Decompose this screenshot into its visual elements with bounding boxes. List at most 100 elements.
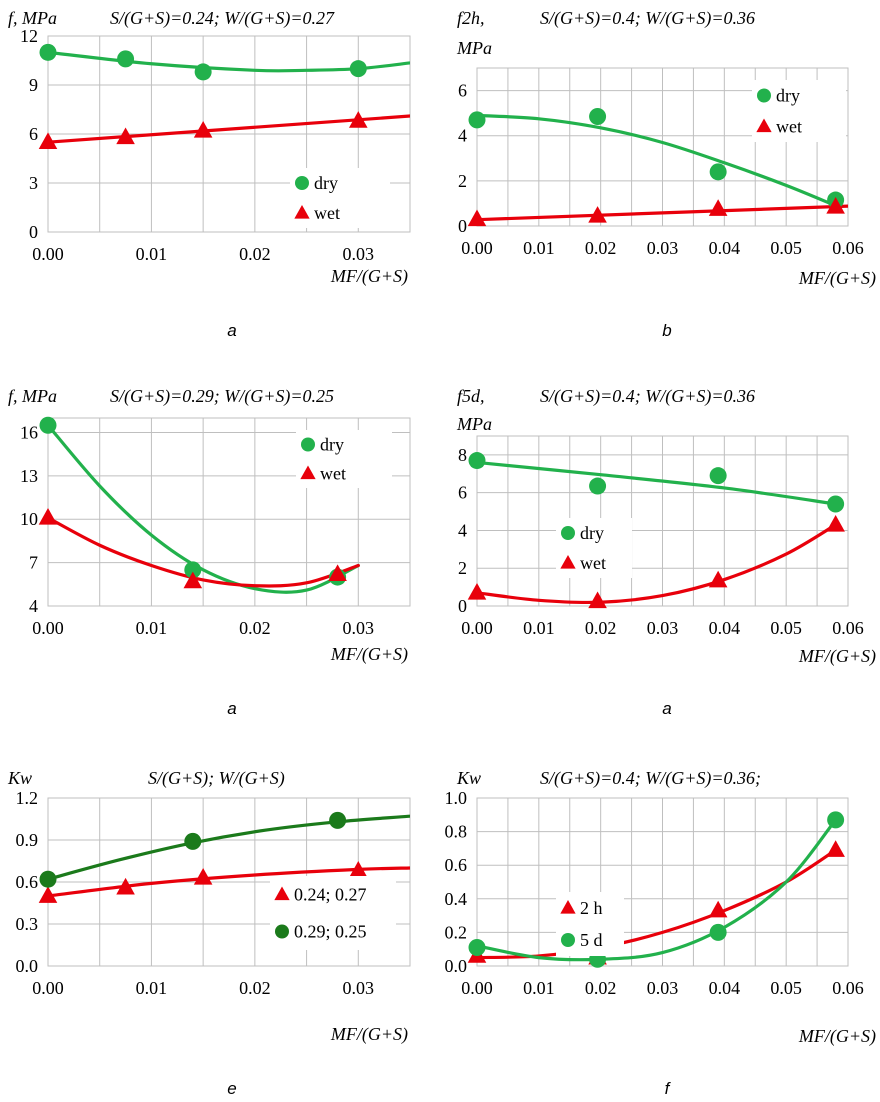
legend-marker <box>295 176 309 190</box>
y-tick-label: 4 <box>458 126 467 146</box>
x-axis-label: MF/(G+S) <box>330 1024 408 1045</box>
legend-marker <box>560 554 576 569</box>
legend-marker <box>561 526 575 540</box>
data-point-triangle <box>588 206 607 223</box>
x-tick-label: 0.02 <box>585 618 617 638</box>
data-point-circle <box>184 832 202 850</box>
data-point-triangle <box>183 571 203 589</box>
trend-line-1 <box>477 818 838 962</box>
chart-title: S/(G+S)=0.4; W/(G+S)=0.36 <box>540 386 755 407</box>
chart-panel-4: 0 2 4 6 8 0.00 0.01 0.02 0.03 0.04 0.05 0.06 MF/(G+S… <box>456 386 876 718</box>
chart-title: S/(G+S)=0.29; W/(G+S)=0.25 <box>110 386 334 407</box>
chart-panel-3: 4 7 10 13 16 0.00 0.01 0.02 0.03 MF/(G+S) f, MPa S/… <box>8 386 411 718</box>
data-point-circle <box>709 923 727 941</box>
x-tick-label: 0.01 <box>523 618 555 638</box>
panel-letter: f <box>665 1079 672 1098</box>
x-tick-label: 0.03 <box>343 244 375 264</box>
x-tick-label: 0.01 <box>136 978 168 998</box>
legend-marker <box>561 933 575 947</box>
data-point-circle <box>468 452 486 470</box>
legend-label: dry <box>320 435 344 455</box>
x-tick-label: 0.06 <box>832 618 864 638</box>
legend-marker <box>301 437 315 452</box>
data-point-circle <box>117 50 135 68</box>
x-tick-label: 0.00 <box>32 978 64 998</box>
x-tick-label: 0.04 <box>709 978 741 998</box>
data-point-circle <box>589 108 607 126</box>
data-point-circle <box>349 60 367 78</box>
x-tick-label: 0.06 <box>832 978 864 998</box>
legend-marker <box>560 899 576 914</box>
data-point-triangle <box>708 199 728 216</box>
data-point-triangle <box>116 127 135 145</box>
y-axis-label: f, MPa <box>8 8 57 28</box>
panel-letter: b <box>662 321 671 340</box>
x-tick-label: 0.01 <box>136 244 168 264</box>
x-tick-label: 0.06 <box>832 238 864 258</box>
y-tick-label: 16 <box>20 422 38 442</box>
legend-label: wet <box>314 203 340 223</box>
trend-line-0 <box>477 113 838 208</box>
x-tick-label: 0.03 <box>343 618 375 638</box>
legend-label: 0.29; 0.25 <box>294 922 367 942</box>
chart-title: S/(G+S)=0.24; W/(G+S)=0.27 <box>110 8 335 29</box>
y-tick-label: 9 <box>29 75 38 95</box>
y-axis-label: f2h, <box>457 8 485 28</box>
data-point-circle <box>589 477 607 495</box>
legend-label: wet <box>320 464 346 484</box>
y-tick-label: 0 <box>29 222 38 242</box>
y-tick-label: 0.2 <box>445 922 468 942</box>
y-axis-label-unit: MPa <box>456 414 492 434</box>
x-tick-label: 0.05 <box>770 618 802 638</box>
x-tick-label: 0.02 <box>585 238 617 258</box>
x-tick-label: 0.03 <box>647 618 679 638</box>
y-tick-label: 7 <box>29 553 38 573</box>
legend-label: dry <box>314 173 338 193</box>
y-tick-label: 0.4 <box>445 889 468 909</box>
y-tick-label: 12 <box>20 26 38 46</box>
y-tick-label: 6 <box>458 81 467 101</box>
legend-label: 0.24; 0.27 <box>294 885 367 905</box>
y-axis-label: Kw <box>456 768 481 788</box>
legend-label: wet <box>776 117 802 137</box>
legend-label: dry <box>580 523 604 543</box>
x-tick-label: 0.02 <box>239 244 271 264</box>
trend-line-1 <box>477 523 838 605</box>
x-tick-label: 0.03 <box>647 978 679 998</box>
y-tick-label: 2 <box>458 171 467 191</box>
x-tick-label: 0.01 <box>523 978 555 998</box>
y-tick-label: 13 <box>20 466 38 486</box>
data-point-circle <box>194 63 212 81</box>
data-point-triangle <box>826 515 845 532</box>
legend-marker <box>274 886 290 901</box>
y-tick-label: 0.9 <box>16 830 39 850</box>
data-point-triangle <box>348 111 368 128</box>
y-axis-label: Kw <box>7 768 32 788</box>
legend: dry wet <box>556 518 632 578</box>
trend-line-1 <box>477 204 848 222</box>
chart-panel-6: 0.0 0.2 0.4 0.6 0.8 1.0 0.00 0.01 0.02 0.03 0.04 0.… <box>445 768 877 1098</box>
x-tick-label: 0.05 <box>770 238 802 258</box>
data-point-triangle <box>38 508 58 525</box>
legend-marker <box>756 118 772 133</box>
trend-line-1 <box>48 114 410 144</box>
y-tick-label: 3 <box>29 173 38 193</box>
x-tick-label: 0.04 <box>709 618 741 638</box>
x-tick-label: 0.01 <box>523 238 555 258</box>
legend-marker <box>300 465 316 480</box>
legend: 0.24; 0.27 0.29; 0.25 <box>270 876 396 950</box>
x-tick-label: 0.01 <box>136 618 168 638</box>
y-tick-label: 0.3 <box>16 914 39 934</box>
y-tick-label: 4 <box>458 520 467 540</box>
x-tick-label: 0.02 <box>239 618 271 638</box>
y-tick-label: 4 <box>29 596 38 616</box>
legend-marker <box>294 204 310 219</box>
data-point-circle <box>468 111 486 129</box>
legend: dry wet <box>752 80 846 142</box>
trend-line-1 <box>48 516 360 588</box>
data-point-triangle <box>588 591 607 609</box>
y-tick-label: 1.2 <box>16 788 39 808</box>
legend-marker <box>275 924 289 939</box>
